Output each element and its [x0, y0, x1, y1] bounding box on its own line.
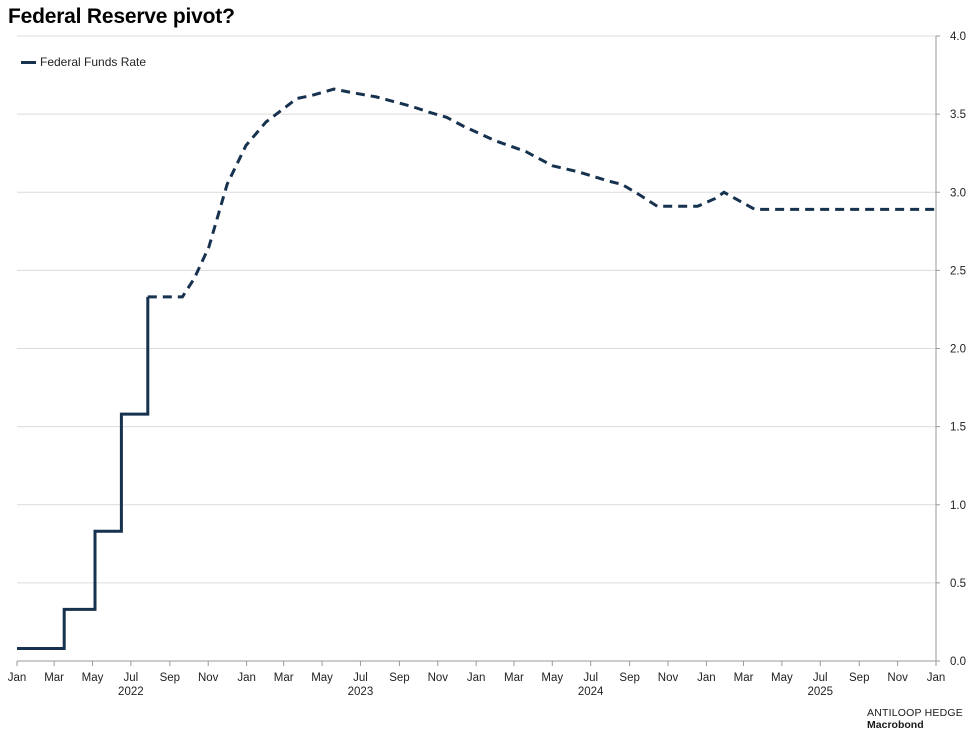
x-year-label: 2023: [348, 686, 374, 698]
x-tick-label: Jul: [353, 672, 368, 684]
x-tick-label: Nov: [887, 672, 908, 684]
series-line-federal-funds-rate: [17, 296, 150, 650]
y-tick-label: 2.5: [950, 265, 966, 277]
y-axis: 0.0 0.5 1.0 1.5 2.0 2.5 3.0 3.5 4.0: [935, 31, 966, 668]
grid-lines: [17, 35, 936, 662]
x-tick-label: Mar: [504, 672, 524, 684]
y-tick-label: 3.5: [950, 109, 966, 121]
x-tick-label: May: [311, 672, 333, 684]
x-tick-label: Sep: [160, 672, 180, 684]
chart-title: Federal Reserve pivot?: [8, 5, 235, 28]
series-group: [17, 87, 936, 650]
y-tick-label: 1.0: [950, 500, 966, 512]
chart-legend: Federal Funds Rate: [21, 55, 146, 69]
y-tick-label: 3.0: [950, 187, 966, 199]
x-tick-label: Jul: [813, 672, 828, 684]
series-line-projected: [147, 87, 936, 299]
y-tick-label: 0.5: [950, 578, 966, 590]
x-tick-label: Sep: [389, 672, 409, 684]
x-tick-label: Jan: [237, 672, 256, 684]
chart-footer: ANTILOOP HEDGE Macrobond: [867, 707, 963, 731]
footer-brand: ANTILOOP HEDGE: [867, 707, 963, 719]
y-tick-label: 0.0: [950, 656, 966, 668]
x-tick-label: Mar: [44, 672, 64, 684]
x-tick-label: May: [771, 672, 793, 684]
x-tick-label: Mar: [274, 672, 294, 684]
legend-swatch: [21, 60, 36, 64]
x-tick-label: Jan: [927, 672, 946, 684]
x-tick-label: Jul: [583, 672, 598, 684]
footer-source: Macrobond: [867, 719, 924, 731]
y-tick-label: 1.5: [950, 422, 966, 434]
x-tick-label: Jan: [8, 672, 27, 684]
x-tick-label: Jul: [124, 672, 139, 684]
x-tick-label: Sep: [849, 672, 869, 684]
y-tick-label: 2.0: [950, 344, 966, 356]
x-year-label: 2025: [807, 686, 833, 698]
x-year-label: 2024: [578, 686, 604, 698]
x-tick-label: Mar: [734, 672, 754, 684]
legend-label: Federal Funds Rate: [40, 55, 147, 69]
x-tick-label: Sep: [619, 672, 639, 684]
x-tick-label: Nov: [658, 672, 679, 684]
x-tick-label: May: [82, 672, 104, 684]
x-tick-label: Nov: [428, 672, 449, 684]
x-axis: Jan Mar May Jul Sep Nov Jan Mar May Jul Sep Nov Jan M…: [8, 661, 946, 698]
x-tick-label: Jan: [697, 672, 716, 684]
x-tick-label: Nov: [198, 672, 219, 684]
x-tick-label: Jan: [467, 672, 486, 684]
x-year-label: 2022: [118, 686, 144, 698]
x-tick-label: May: [541, 672, 563, 684]
y-tick-label: 4.0: [950, 31, 966, 43]
